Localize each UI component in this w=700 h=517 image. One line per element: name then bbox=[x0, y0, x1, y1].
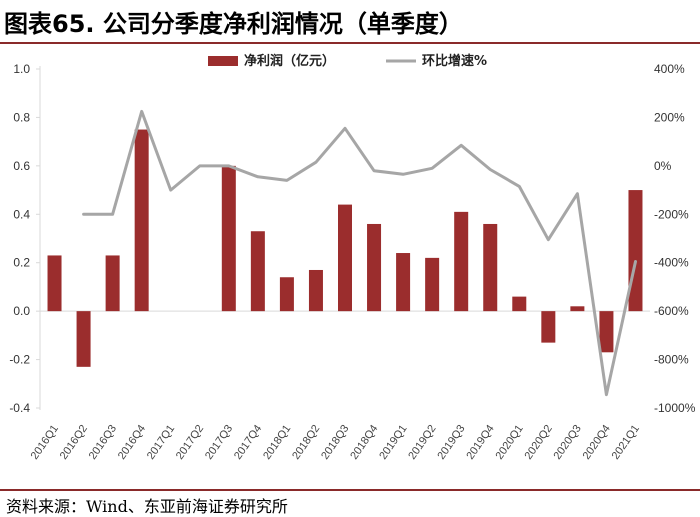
category-label: 2018Q4 bbox=[348, 423, 380, 462]
bar-2017Q4 bbox=[250, 231, 265, 312]
left-tick-label: 0.4 bbox=[13, 207, 30, 221]
right-tick-label: -1000% bbox=[654, 401, 696, 415]
category-label: 2017Q2 bbox=[174, 423, 206, 462]
bar-2020Q1 bbox=[512, 296, 527, 312]
bar-2018Q4 bbox=[367, 223, 382, 312]
category-label: 2021Q1 bbox=[610, 423, 642, 462]
category-label: 2017Q4 bbox=[232, 423, 264, 462]
bar-2016Q1 bbox=[47, 255, 62, 312]
line-series bbox=[82, 109, 637, 397]
legend-swatch-bar bbox=[208, 56, 238, 66]
category-label: 2018Q1 bbox=[261, 423, 293, 462]
chart-legend: 净利润（亿元） 环比增速% bbox=[208, 53, 487, 69]
category-label: 2020Q1 bbox=[493, 423, 525, 462]
bar-2016Q3 bbox=[105, 255, 120, 312]
category-label: 2019Q4 bbox=[464, 423, 496, 462]
right-tick-label: 200% bbox=[654, 110, 685, 124]
right-tick-label: 0% bbox=[654, 159, 672, 173]
bar-2018Q2 bbox=[308, 269, 323, 312]
figure-title: 图表65. 公司分季度净利润情况（单季度） bbox=[4, 10, 463, 38]
category-label: 2020Q2 bbox=[523, 423, 555, 462]
category-label: 2017Q1 bbox=[145, 423, 177, 462]
bar-2020Q4 bbox=[599, 311, 614, 353]
bar-series bbox=[47, 129, 643, 367]
bar-2016Q4 bbox=[134, 129, 149, 312]
category-label: 2016Q4 bbox=[116, 423, 148, 462]
bar-2018Q3 bbox=[338, 204, 352, 312]
title-divider bbox=[0, 42, 700, 44]
category-label: 2020Q3 bbox=[552, 423, 584, 462]
bar-2016Q2 bbox=[76, 311, 91, 367]
legend-label-bar: 净利润（亿元） bbox=[244, 53, 335, 69]
right-tick-label: -400% bbox=[654, 256, 689, 270]
category-labels: 2016Q12016Q22016Q32016Q42017Q12017Q22017… bbox=[29, 423, 642, 462]
bar-2020Q2 bbox=[541, 311, 556, 343]
category-label: 2019Q3 bbox=[435, 423, 467, 462]
bar-2020Q3 bbox=[570, 306, 585, 312]
category-label: 2016Q3 bbox=[87, 423, 119, 462]
left-tick-label: -0.4 bbox=[9, 401, 30, 415]
category-label: 2018Q2 bbox=[290, 423, 322, 462]
left-tick-label: 0.8 bbox=[13, 110, 30, 124]
category-label: 2019Q1 bbox=[377, 423, 409, 462]
bar-2019Q4 bbox=[483, 223, 498, 312]
right-tick-label: -800% bbox=[654, 353, 689, 367]
left-tick-label: -0.2 bbox=[9, 353, 30, 367]
category-label: 2016Q1 bbox=[29, 423, 61, 462]
right-tick-label: 400% bbox=[654, 62, 685, 76]
left-tick-label: 0.0 bbox=[13, 304, 30, 318]
bar-2017Q3 bbox=[221, 165, 236, 312]
category-label: 2016Q2 bbox=[58, 423, 90, 462]
category-label: 2020Q4 bbox=[581, 423, 613, 462]
footer-divider bbox=[0, 489, 700, 491]
bar-2019Q1 bbox=[396, 253, 411, 312]
left-tick-label: 0.2 bbox=[13, 256, 30, 270]
bar-2019Q2 bbox=[425, 257, 440, 312]
right-tick-label: -600% bbox=[654, 304, 689, 318]
left-tick-label: 0.6 bbox=[13, 159, 30, 173]
left-axis-ticks: -0.4 -0.2 0.0 0.2 0.4 0.6 0.8 1.0 bbox=[9, 62, 40, 415]
combo-chart: 净利润（亿元） 环比增速% -0.4 -0.2 0.0 0.2 0.4 0.6 0.8 1.0… bbox=[9, 53, 696, 462]
right-axis-ticks: -1000% -800% -600% -400% -200% 0% 200% 400% bbox=[654, 62, 696, 415]
bar-2018Q1 bbox=[279, 277, 294, 312]
bar-2019Q3 bbox=[454, 211, 469, 312]
title-bar: 图表65. 公司分季度净利润情况（单季度） bbox=[0, 0, 700, 44]
category-label: 2018Q3 bbox=[319, 423, 351, 462]
growth-line bbox=[82, 109, 637, 397]
category-label: 2017Q3 bbox=[203, 423, 235, 462]
legend-label-line: 环比增速% bbox=[422, 53, 487, 69]
source-note: 资料来源：Wind、东亚前海证券研究所 bbox=[6, 497, 288, 516]
category-label: 2019Q2 bbox=[406, 423, 438, 462]
right-tick-label: -200% bbox=[654, 207, 689, 221]
bar-2021Q1 bbox=[628, 190, 643, 312]
left-tick-label: 1.0 bbox=[13, 62, 30, 76]
